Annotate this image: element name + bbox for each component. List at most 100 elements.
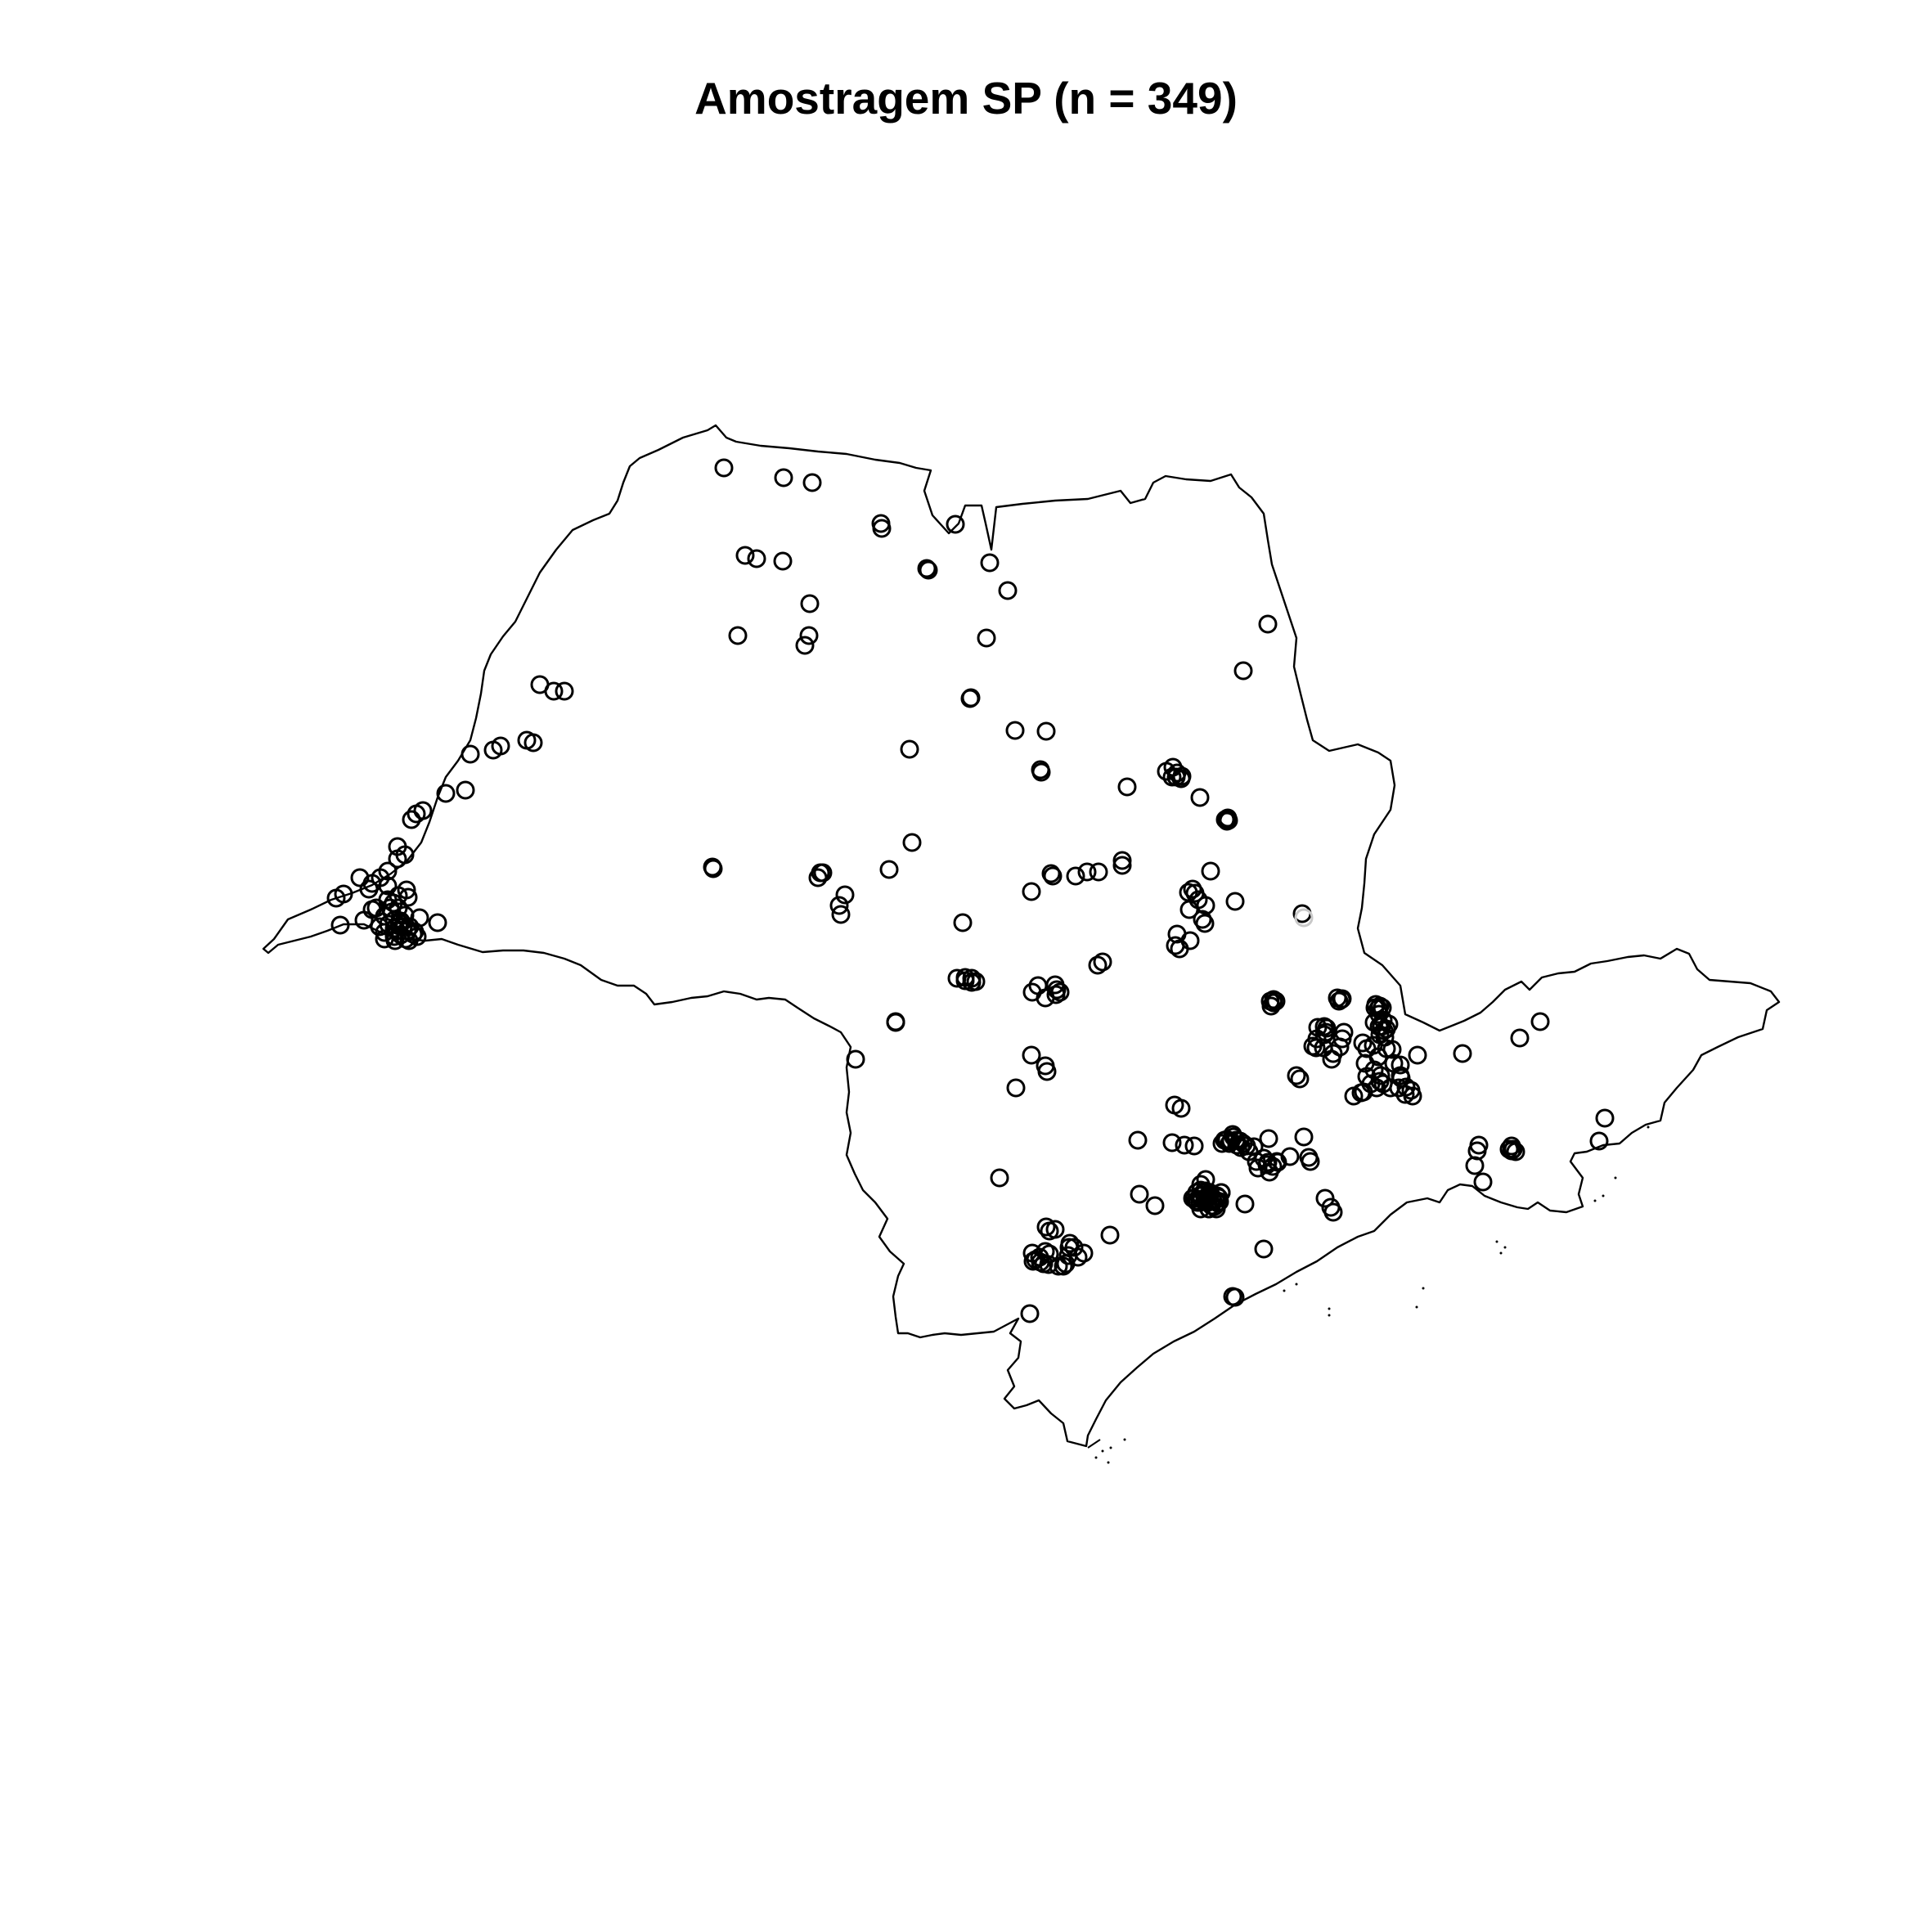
sample-point — [1040, 1244, 1059, 1264]
sample-point — [544, 681, 564, 701]
sample-point — [980, 553, 1000, 573]
sample-point — [1530, 1012, 1550, 1031]
sample-point — [919, 560, 938, 580]
sample-point — [1258, 614, 1278, 634]
sample-point — [405, 922, 425, 941]
sample-point — [831, 905, 851, 924]
sample-point — [1190, 788, 1210, 807]
sample-point — [1066, 866, 1085, 886]
sample-point — [1145, 1196, 1165, 1215]
sample-point — [1100, 1225, 1120, 1245]
sample-point — [1112, 856, 1132, 875]
sample-point — [1054, 1256, 1073, 1276]
sample-point — [962, 968, 982, 988]
sample-point — [1162, 767, 1182, 787]
sample-point — [1323, 1202, 1343, 1222]
sample-point — [1233, 661, 1253, 681]
sample-point — [1128, 1130, 1148, 1150]
sample-point — [1264, 993, 1283, 1013]
sample-point — [960, 689, 980, 708]
sample-point — [1254, 1239, 1274, 1259]
sample-point — [1218, 808, 1238, 828]
sample-point — [1037, 1062, 1057, 1081]
sample-point — [1389, 1078, 1409, 1098]
sample-point — [1180, 931, 1200, 950]
sample-point — [1088, 955, 1108, 975]
sample-point — [800, 594, 820, 613]
sample-point — [1396, 1077, 1416, 1097]
sample-point — [1391, 1055, 1410, 1075]
sample-point — [1031, 762, 1051, 782]
sample-point — [835, 885, 855, 905]
sample-point — [1210, 1192, 1229, 1211]
sample-point — [1258, 1152, 1278, 1172]
sample-point — [1005, 721, 1025, 740]
sample-point — [917, 559, 937, 578]
sample-point — [334, 884, 353, 904]
sample-point — [1260, 1162, 1279, 1182]
sample-point — [1315, 1188, 1335, 1208]
sample-point — [1235, 1194, 1255, 1214]
sample-point — [902, 833, 922, 852]
sample-point — [1186, 1191, 1206, 1211]
sample-point — [1453, 1044, 1472, 1063]
sample-point — [703, 859, 723, 878]
sample-point — [1184, 1136, 1204, 1156]
sample-point — [1068, 1247, 1088, 1267]
sample-point — [1382, 1040, 1402, 1059]
sample-point — [1261, 996, 1281, 1016]
sample-point — [1089, 862, 1108, 882]
sample-point — [714, 458, 734, 478]
sample-point — [1499, 1139, 1519, 1159]
sample-point — [491, 736, 510, 756]
sample-point — [1306, 1038, 1326, 1058]
sample-point — [1020, 1304, 1040, 1323]
sample-point — [1329, 991, 1349, 1011]
sample-point — [407, 804, 426, 824]
sample-point — [900, 739, 919, 759]
sample-point — [1589, 1131, 1609, 1151]
sample-point — [829, 896, 849, 915]
sample-point — [1595, 1108, 1615, 1128]
sample-point — [728, 626, 748, 645]
sample-point — [370, 917, 389, 937]
sample-point — [400, 917, 420, 937]
sample-point — [977, 628, 996, 648]
sample-point — [1379, 1014, 1399, 1034]
sample-point — [378, 876, 398, 896]
sample-point — [990, 1168, 1009, 1188]
sample-point — [802, 473, 822, 492]
sample-point — [1171, 1099, 1191, 1118]
sample-point — [523, 733, 543, 753]
sample-point — [1093, 952, 1112, 972]
sample-point — [1353, 1033, 1373, 1053]
sample-point — [1323, 1044, 1343, 1063]
sample-point — [808, 868, 828, 887]
sample-point — [456, 780, 475, 800]
sample-point — [1225, 1287, 1245, 1307]
sample-point — [1006, 1078, 1026, 1098]
sample-point — [1244, 1137, 1264, 1157]
sample-point — [1041, 864, 1061, 883]
sample-point — [872, 519, 892, 538]
sample-point — [998, 581, 1018, 600]
sample-point — [1117, 777, 1137, 797]
sample-point — [362, 900, 382, 919]
sample-point — [1510, 1028, 1530, 1048]
sample-point — [1195, 914, 1215, 933]
sample-point — [1175, 1135, 1194, 1155]
sample-point — [1045, 1220, 1065, 1239]
sample-point — [1112, 851, 1132, 870]
sample-point — [879, 860, 899, 879]
sample-point — [774, 468, 793, 487]
sample-point — [1225, 892, 1245, 911]
sample-point — [1167, 763, 1187, 783]
sample-point — [747, 549, 766, 568]
sample-point — [1036, 721, 1056, 741]
sample-point — [402, 810, 421, 829]
sample-point — [813, 863, 833, 883]
sample-point — [1294, 1127, 1314, 1147]
sample-point — [1408, 1045, 1427, 1065]
sample-point — [1361, 1074, 1381, 1094]
